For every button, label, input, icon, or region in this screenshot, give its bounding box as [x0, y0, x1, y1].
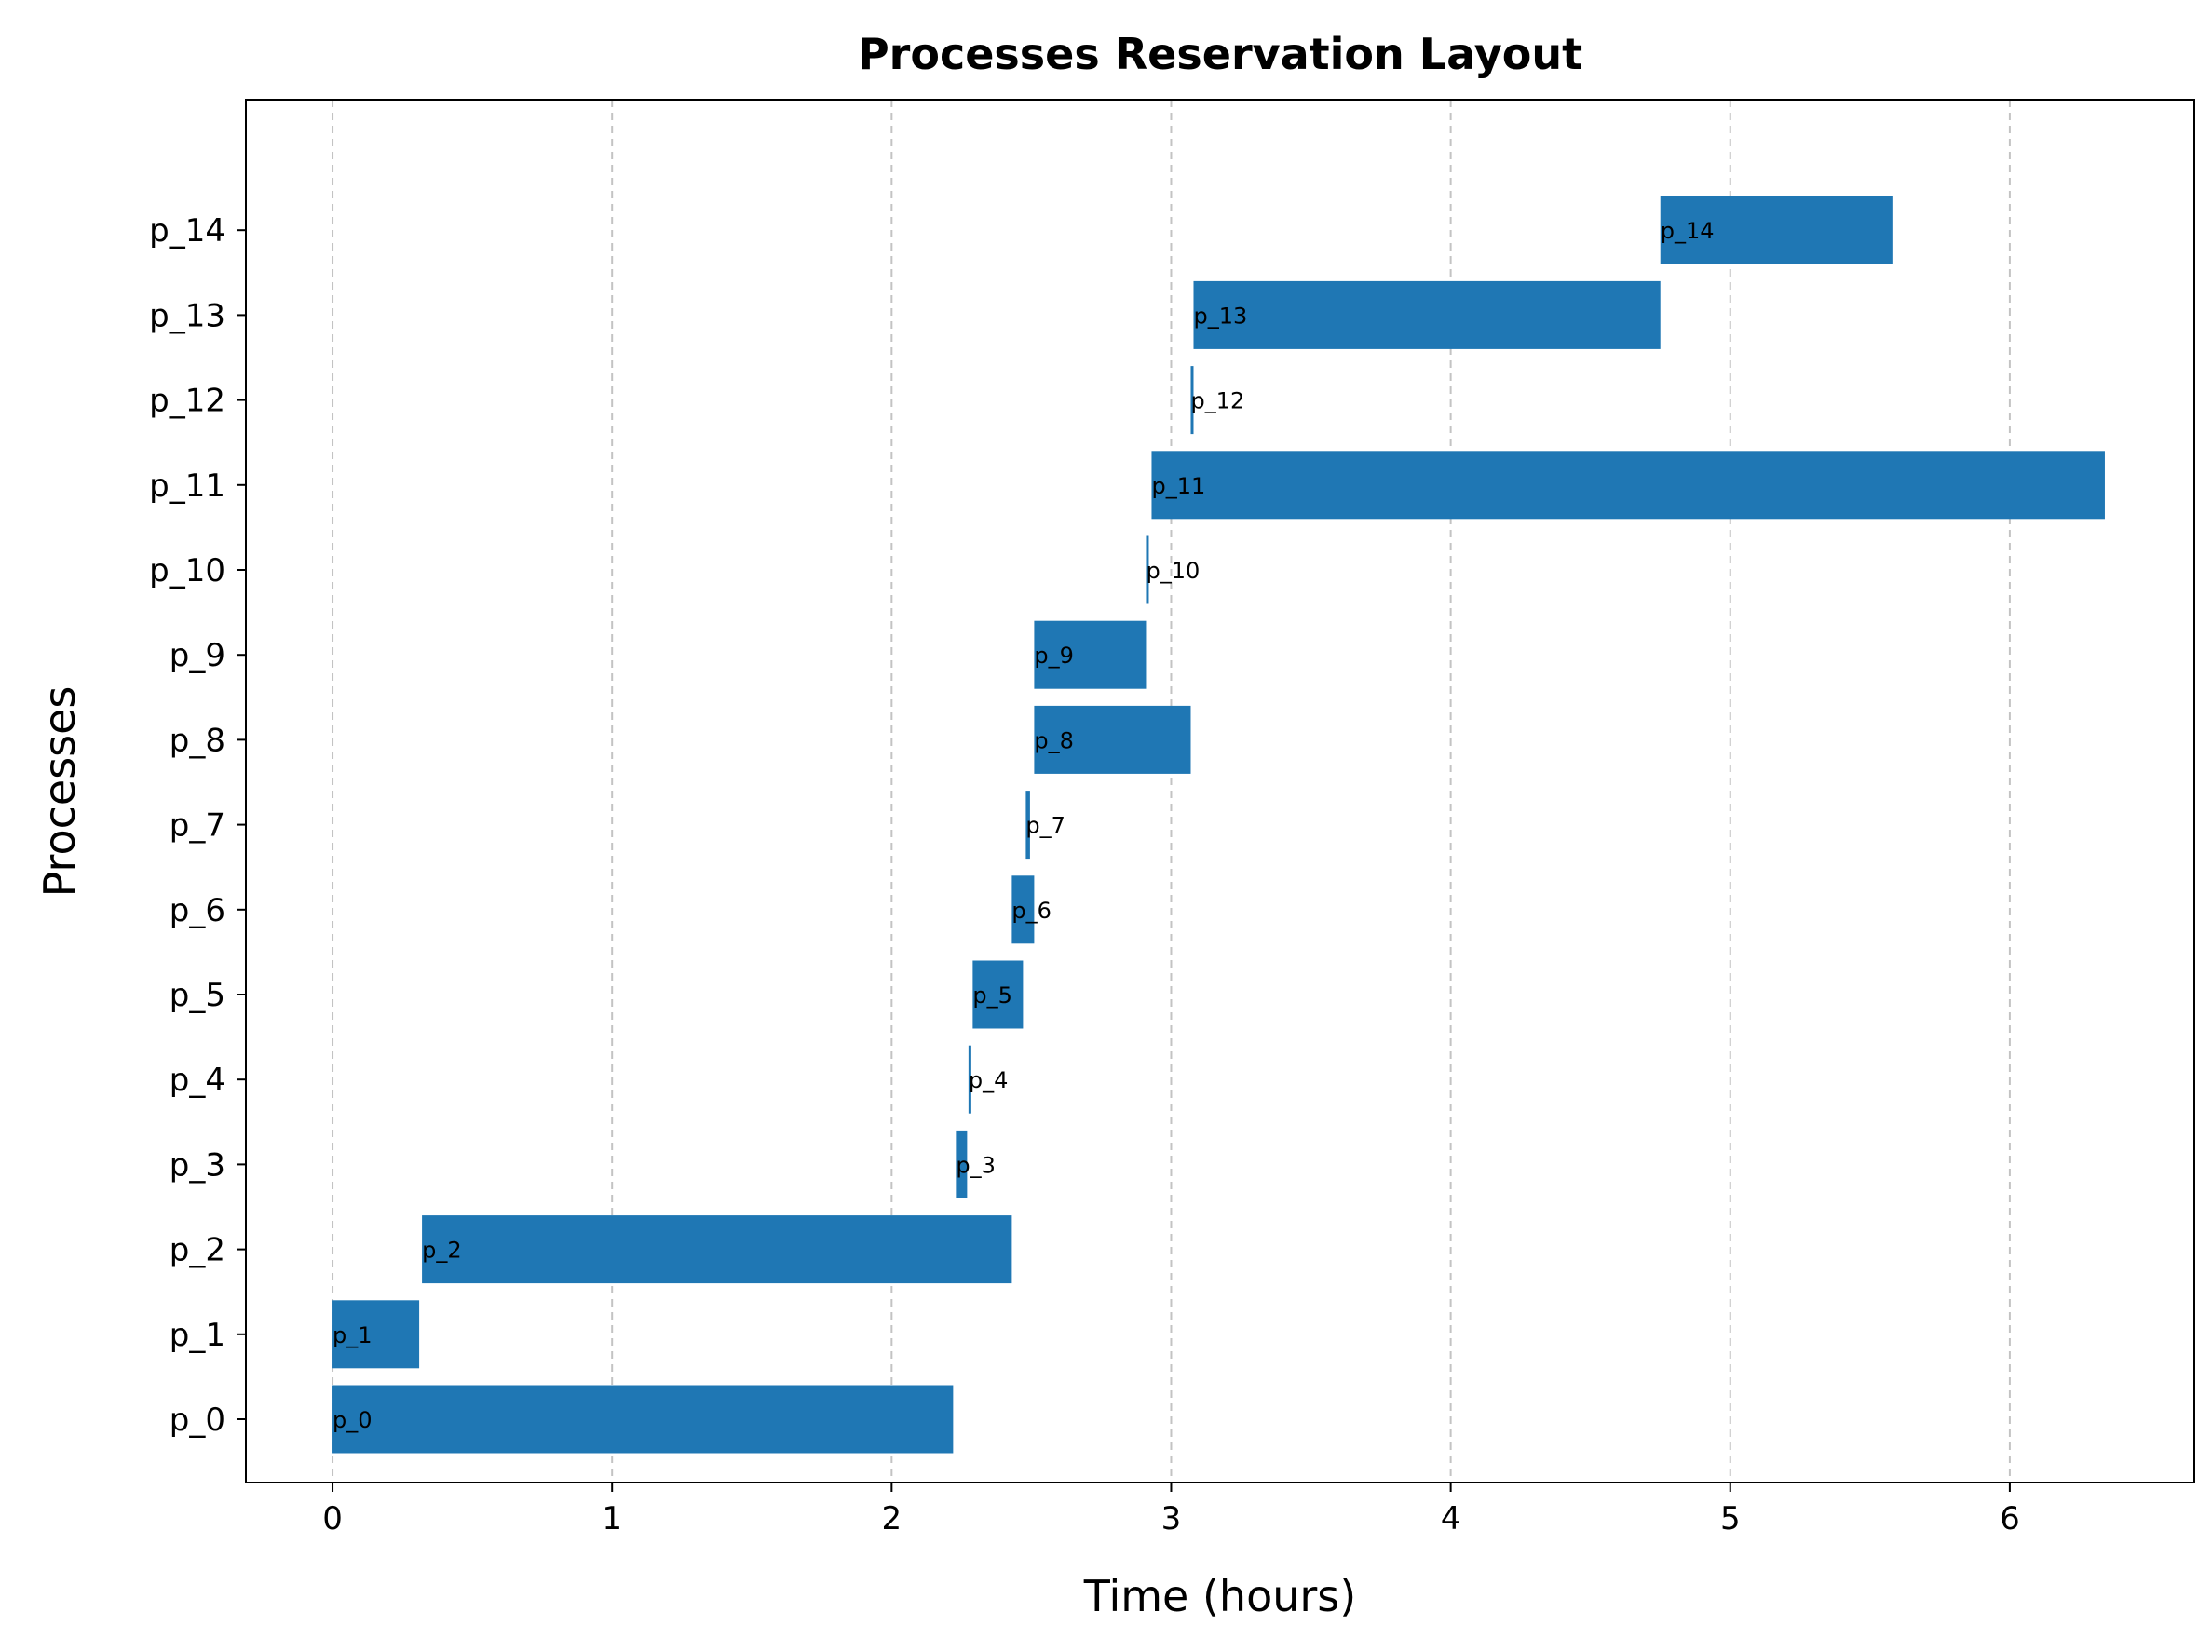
x-tick-label: 0 [322, 1500, 343, 1537]
y-tick-label: p_14 [149, 212, 225, 250]
bar-label-p_10: p_10 [1146, 558, 1200, 584]
x-axis-ticks: 0 1 2 3 4 5 6 [322, 1483, 2020, 1537]
y-tick-label: p_9 [170, 637, 225, 674]
bar-label-p_0: p_0 [332, 1407, 373, 1433]
y-tick-label: p_1 [170, 1317, 225, 1354]
bar-label-p_6: p_6 [1011, 898, 1052, 924]
bar-label-p_1: p_1 [332, 1322, 373, 1348]
bar-p_1 [332, 1300, 420, 1369]
y-tick-label: p_13 [149, 297, 225, 334]
bar-p_3 [956, 1130, 968, 1198]
bar-p_11 [1151, 451, 2105, 520]
bar-label-p_2: p_2 [422, 1238, 462, 1264]
y-tick-label: p_6 [170, 892, 225, 929]
bar-label-p_13: p_13 [1193, 303, 1247, 329]
y-tick-label: p_5 [170, 977, 225, 1014]
y-tick-label: p_10 [149, 552, 225, 589]
bar-p_0 [332, 1385, 954, 1454]
bar-p_7 [1025, 791, 1030, 860]
x-tick-label: 5 [1720, 1500, 1741, 1537]
bar-p_6 [1011, 875, 1035, 944]
y-tick-label: p_0 [170, 1401, 225, 1439]
bar-label-p_3: p_3 [956, 1152, 996, 1178]
y-tick-label: p_12 [149, 383, 225, 420]
plot-frame [245, 99, 2195, 1483]
x-tick-label: 1 [602, 1500, 622, 1537]
y-tick-label: p_4 [170, 1062, 225, 1099]
bar-label-p_9: p_9 [1034, 643, 1074, 669]
bar-p_10 [1146, 535, 1149, 604]
y-tick-label: p_11 [149, 467, 225, 505]
bar-p_4 [968, 1045, 971, 1114]
bar-label-p_12: p_12 [1190, 388, 1244, 414]
y-tick-label: p_3 [170, 1146, 225, 1184]
x-axis-label: Time (hours) [1083, 1571, 1356, 1621]
bar-label-p_11: p_11 [1151, 473, 1205, 499]
bar-label-p_14: p_14 [1661, 218, 1715, 244]
bar-label-p_7: p_7 [1025, 813, 1065, 839]
y-axis-ticks: p_0 p_1 p_2 p_3 p_4 p_5 p_6 p_7 p_8 p_9 p_10 p_11 p_… [149, 212, 246, 1439]
x-tick-label: 3 [1161, 1500, 1182, 1537]
y-tick-label: p_7 [170, 807, 225, 845]
bar-label-p_5: p_5 [972, 982, 1012, 1009]
bar-label-p_4: p_4 [969, 1067, 1009, 1093]
bars: p_0 p_1 p_2 p_3 p_4 p_5 p_6 p_7 p_8 p_9 p_10 p_11 p_… [332, 196, 2105, 1454]
bar-p_13 [1193, 280, 1661, 349]
x-tick-label: 6 [2000, 1500, 2020, 1537]
bar-p_5 [972, 960, 1024, 1029]
y-tick-label: p_8 [170, 722, 225, 759]
bar-p_2 [422, 1215, 1012, 1284]
bar-p_14 [1660, 196, 1893, 264]
bar-label-p_8: p_8 [1034, 727, 1074, 753]
x-tick-label: 4 [1441, 1500, 1461, 1537]
bar-p_8 [1034, 705, 1191, 774]
bar-p_12 [1190, 366, 1194, 435]
chart-title: Processes Reservation Layout [858, 29, 1582, 79]
bar-p_9 [1034, 620, 1147, 689]
y-tick-label: p_2 [170, 1232, 225, 1269]
y-axis-label: Processes [34, 686, 85, 898]
x-tick-label: 2 [882, 1500, 902, 1537]
